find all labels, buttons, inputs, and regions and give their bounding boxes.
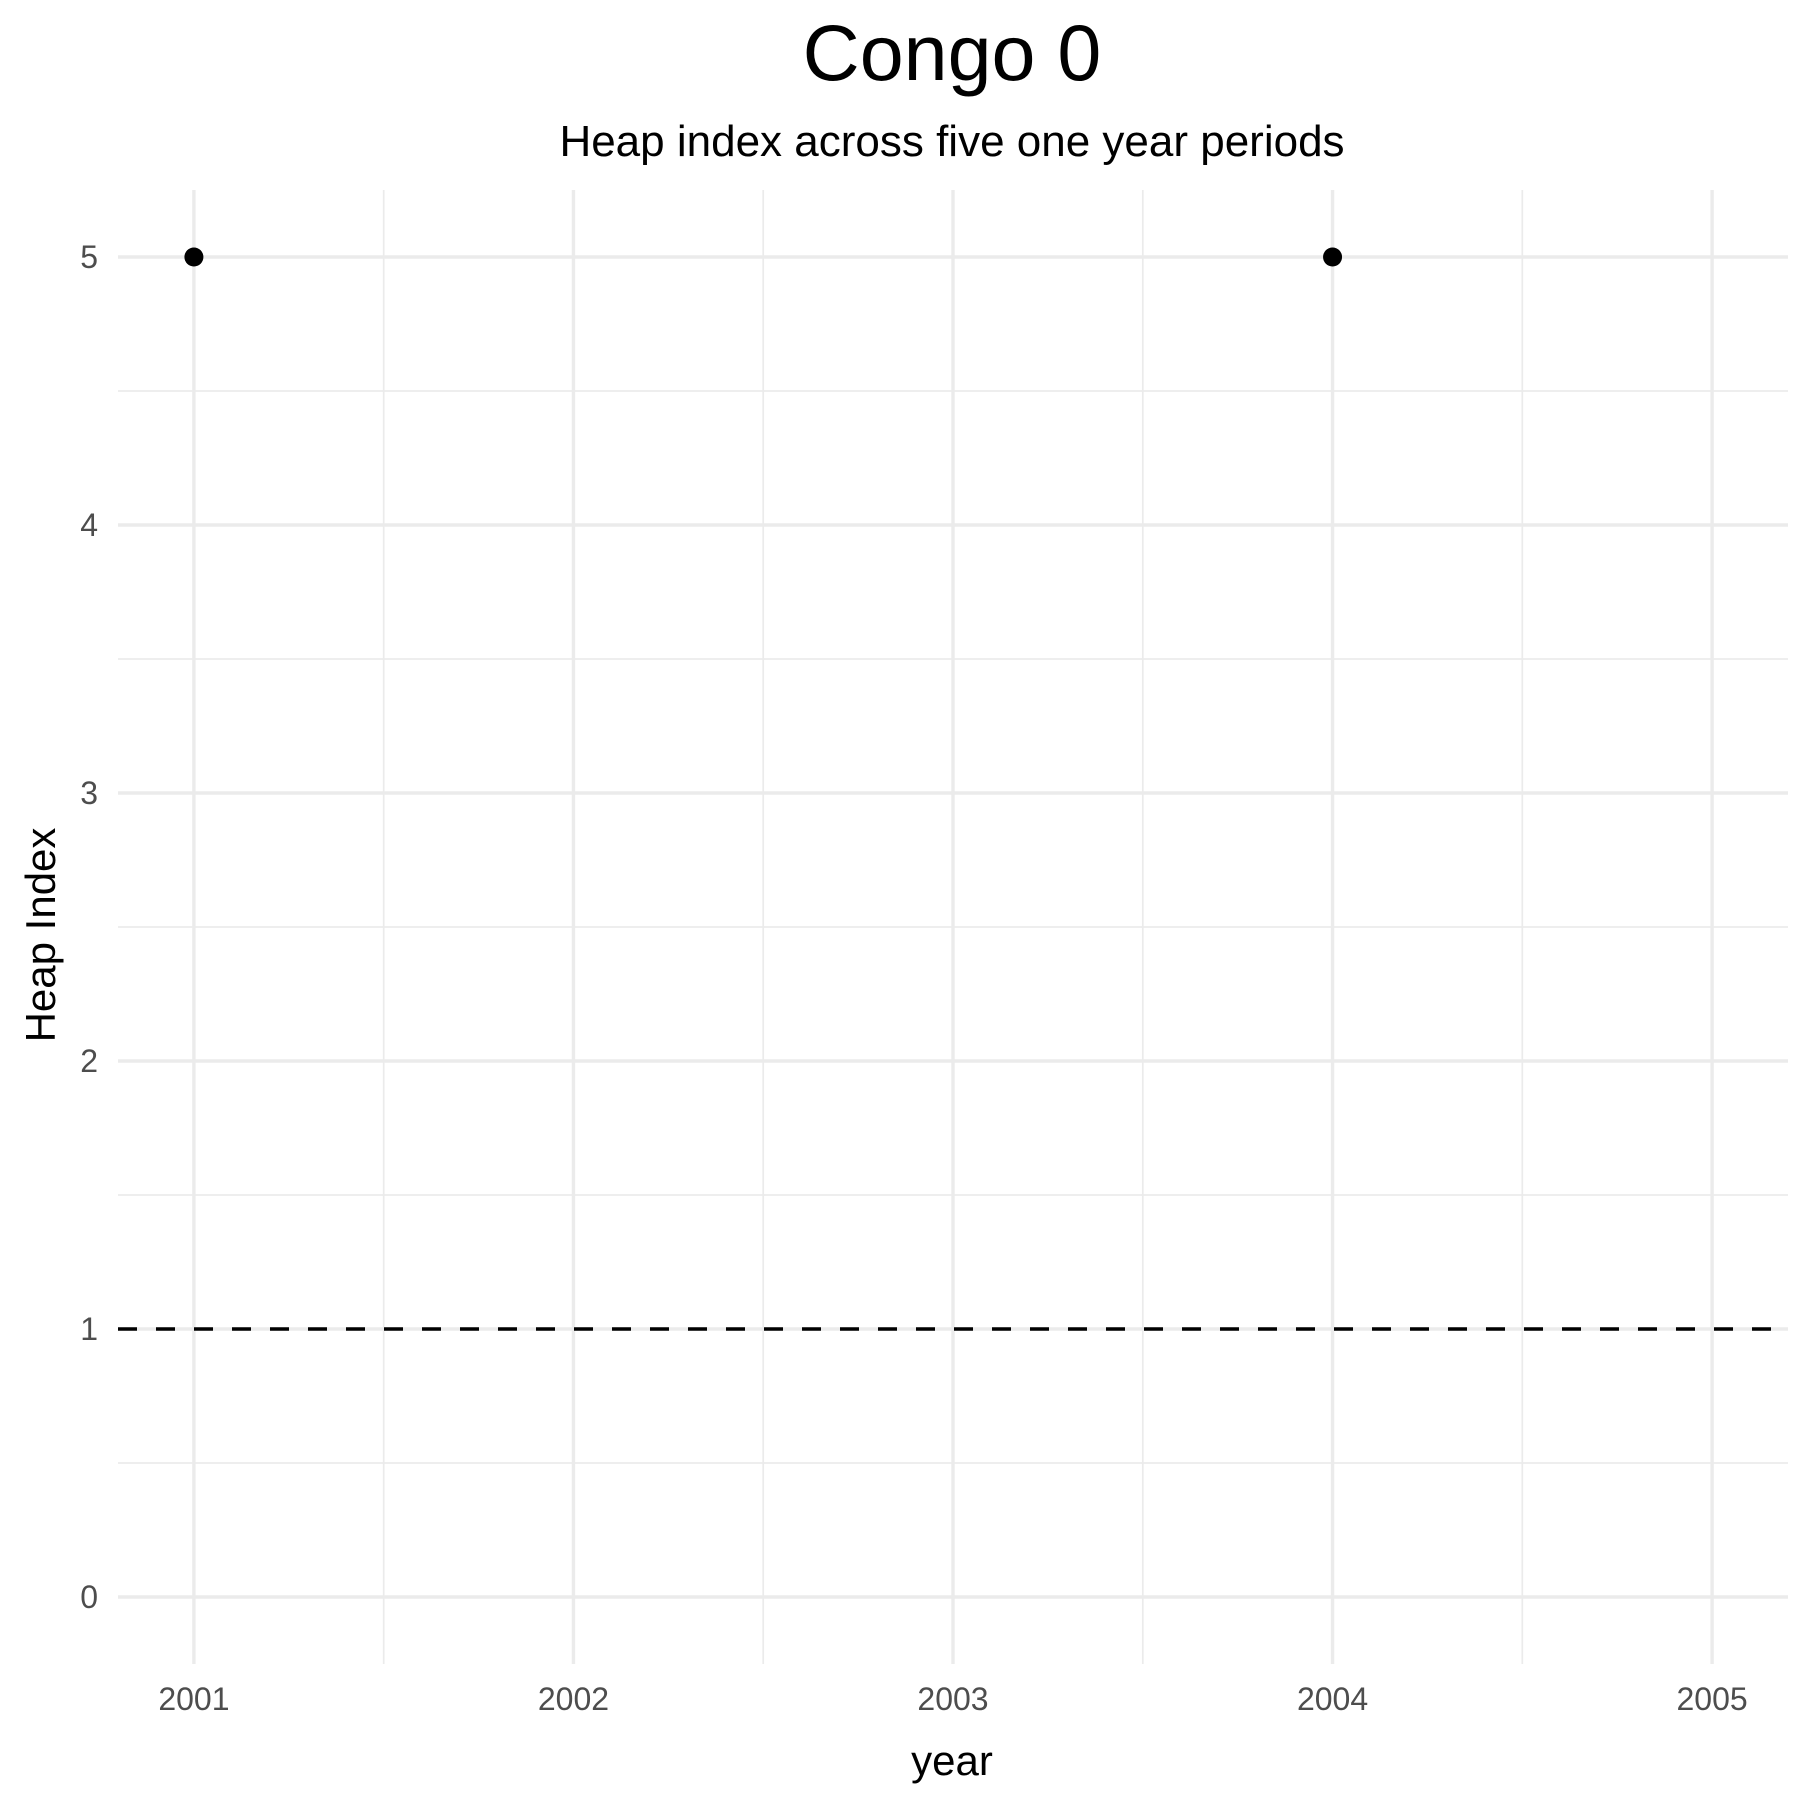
y-tick-label: 3 xyxy=(80,775,98,811)
y-tick-label: 4 xyxy=(80,507,98,543)
chart-subtitle: Heap index across five one year periods xyxy=(559,117,1344,166)
y-tick-label: 5 xyxy=(80,239,98,275)
y-tick-label: 1 xyxy=(80,1311,98,1347)
x-tick-label: 2002 xyxy=(538,1681,609,1717)
y-tick-label: 0 xyxy=(80,1579,98,1615)
y-axis-ticks: 0 1 2 3 4 5 xyxy=(80,239,98,1615)
x-tick-label: 2005 xyxy=(1676,1681,1747,1717)
points-layer xyxy=(184,247,1343,267)
y-tick-label: 2 xyxy=(80,1043,98,1079)
data-point xyxy=(1323,247,1343,267)
x-axis-title: year xyxy=(911,1737,993,1784)
y-axis-title: Heap Index xyxy=(17,828,64,1043)
grid xyxy=(118,190,1788,1664)
x-tick-label: 2004 xyxy=(1297,1681,1368,1717)
chart-title: Congo 0 xyxy=(803,8,1102,97)
x-tick-label: 2001 xyxy=(158,1681,229,1717)
x-tick-label: 2003 xyxy=(917,1681,988,1717)
data-point xyxy=(184,247,204,267)
x-axis-ticks: 2001 2002 2003 2004 2005 xyxy=(158,1681,1747,1717)
